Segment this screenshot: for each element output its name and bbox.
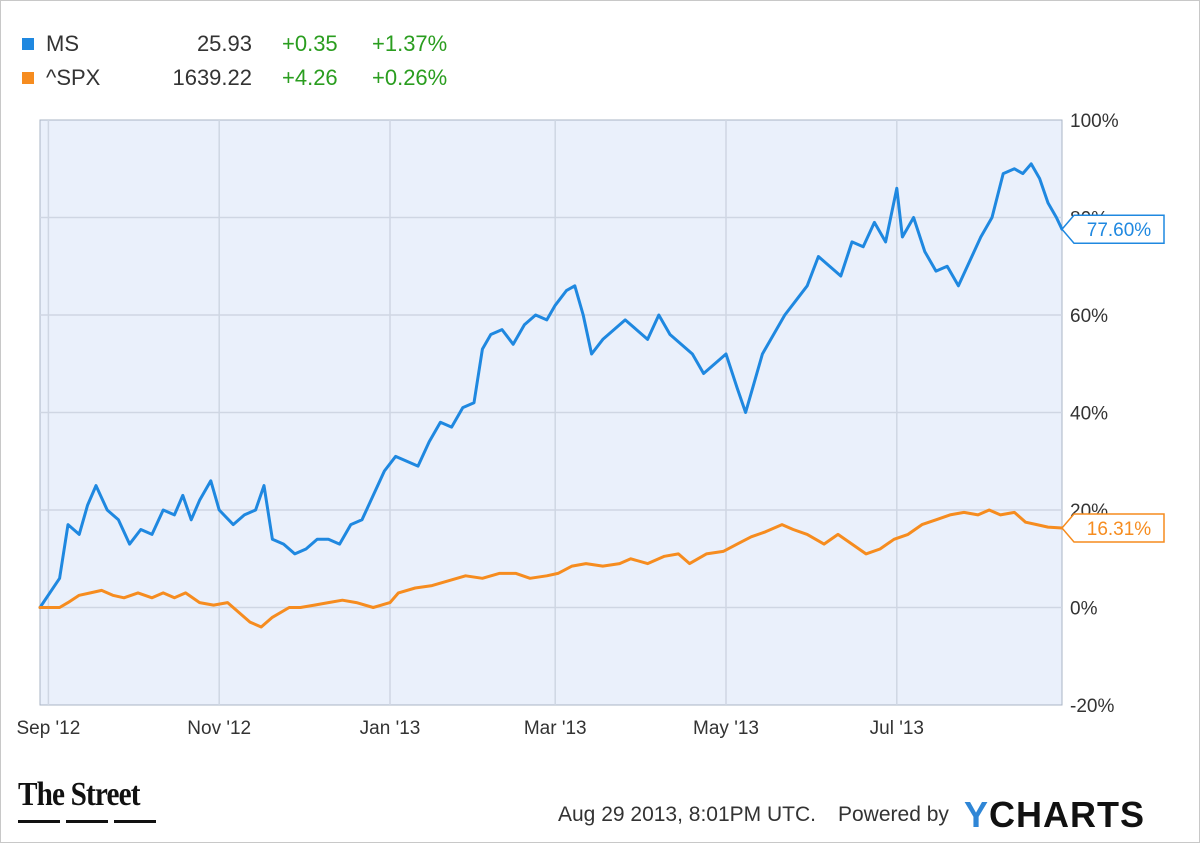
legend-percent: +0.26% <box>372 65 448 90</box>
ycharts-logo[interactable]: YCHARTS <box>964 794 1145 836</box>
legend-name: MS <box>46 31 79 56</box>
x-tick-label: Sep '12 <box>16 718 80 739</box>
legend-percent: +1.37% <box>372 31 448 56</box>
y-tick-label: 60% <box>1070 306 1108 327</box>
thestreet-logo: The Street <box>18 776 140 813</box>
legend-row-ms[interactable]: MS 25.93 +0.35 +1.37% <box>18 28 478 62</box>
x-tick-label: Jul '13 <box>870 718 924 739</box>
end-value-text: 16.31% <box>1087 519 1152 540</box>
timestamp: Aug 29 2013, 8:01PM UTC. <box>558 803 816 826</box>
legend: MS 25.93 +0.35 +1.37% ^SPX 1639.22 +4.26… <box>18 28 478 96</box>
end-value-text: 77.60% <box>1087 220 1152 241</box>
series-line-ms <box>38 162 1064 609</box>
ycharts-logo-y: Y <box>964 794 990 835</box>
y-tick-label: 100% <box>1070 111 1119 132</box>
legend-price: 25.93 <box>196 31 252 56</box>
end-value-box <box>1061 214 1165 244</box>
y-tick-label: 40% <box>1070 404 1108 425</box>
legend-change: +0.35 <box>282 31 338 56</box>
series-line-spx <box>38 508 1064 629</box>
y-tick-label: -20% <box>1070 696 1114 717</box>
logo-rule-3 <box>114 820 156 823</box>
x-tick-label: May '13 <box>693 718 759 739</box>
y-tick-label: 0% <box>1070 599 1098 620</box>
x-tick-label: Mar '13 <box>524 718 587 739</box>
powered-by-label: Powered by <box>838 803 949 826</box>
end-value-label: 16.31% <box>1061 513 1165 543</box>
end-value-label: 77.60% <box>1061 214 1165 244</box>
legend-name: ^SPX <box>46 65 101 90</box>
legend-price: 1639.22 <box>172 65 252 90</box>
legend-swatch-spx <box>22 72 34 84</box>
x-tick-label: Nov '12 <box>187 718 251 739</box>
ycharts-logo-text: CHARTS <box>989 794 1146 835</box>
logo-rule-1 <box>18 820 60 823</box>
legend-row-spx[interactable]: ^SPX 1639.22 +4.26 +0.26% <box>18 62 478 96</box>
logo-rule-2 <box>66 820 108 823</box>
legend-swatch-ms <box>22 38 34 50</box>
x-tick-label: Jan '13 <box>360 718 421 739</box>
end-value-box <box>1061 513 1165 543</box>
legend-change: +4.26 <box>282 65 338 90</box>
